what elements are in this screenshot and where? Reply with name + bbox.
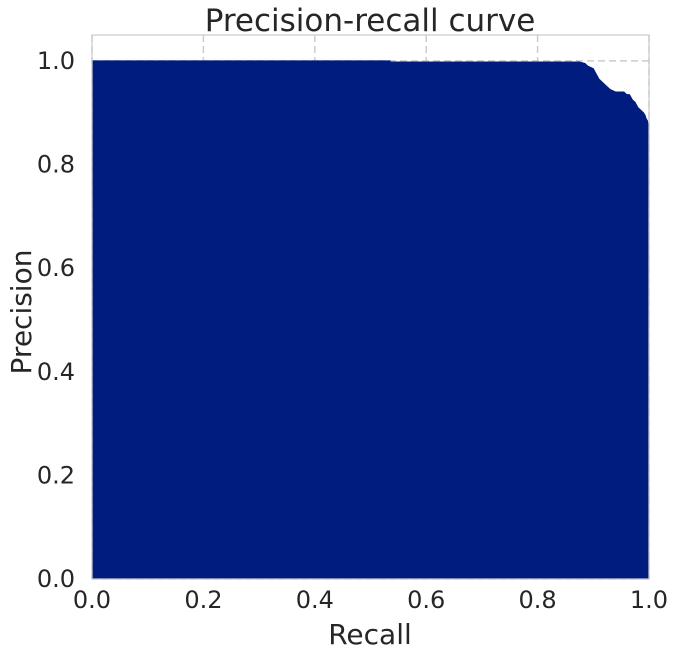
y-axis-title: Precision [5,250,38,375]
y-tick-label: 1.0 [37,47,75,75]
y-tick-label: 0.6 [37,254,75,282]
x-tick-label: 0.4 [296,586,334,614]
y-tick-label: 0.8 [37,151,75,179]
precision-recall-area [91,60,650,580]
x-axis-ticks: 0.0 0.2 0.4 0.6 0.8 1.0 [73,586,668,614]
x-tick-label: 0.8 [519,586,557,614]
y-axis-ticks: 0.0 0.2 0.4 0.6 0.8 1.0 [37,47,75,593]
plot-frame [91,34,650,580]
x-tick-label: 0.2 [184,586,222,614]
y-tick-label: 0.2 [37,461,75,489]
y-tick-label: 0.0 [37,565,75,593]
y-tick-label: 0.4 [37,358,75,386]
x-tick-label: 1.0 [630,586,668,614]
x-tick-label: 0.6 [407,586,445,614]
series-layer [91,60,650,580]
chart-title: Precision-recall curve [205,3,536,39]
x-axis-title: Recall [328,618,412,651]
x-tick-label: 0.0 [73,586,111,614]
